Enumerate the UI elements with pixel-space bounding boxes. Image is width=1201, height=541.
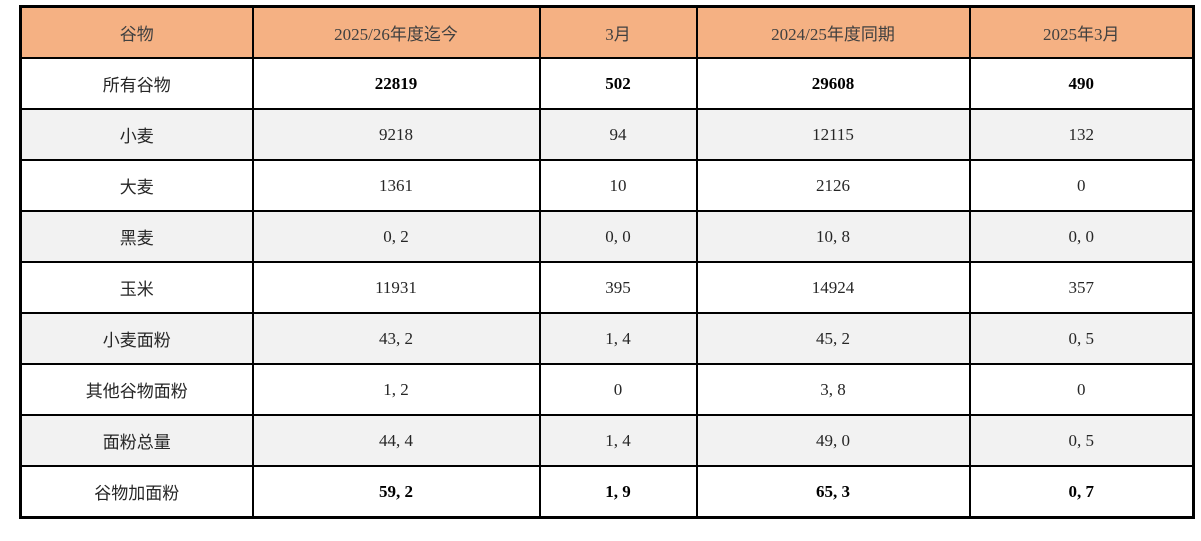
row-label: 其他谷物面粉: [19, 363, 254, 416]
value-cell: 395: [538, 261, 698, 314]
value-cell: 132: [968, 108, 1195, 161]
value-cell: 43, 2: [251, 312, 541, 365]
row-label: 玉米: [19, 261, 254, 314]
value-cell: 11931: [251, 261, 541, 314]
row-label: 黑麦: [19, 210, 254, 263]
column-header-2: 3月: [538, 5, 698, 59]
value-cell: 1, 9: [538, 465, 698, 519]
value-cell: 1361: [251, 159, 541, 212]
row-label: 面粉总量: [19, 414, 254, 467]
column-header-0: 谷物: [19, 5, 254, 59]
value-cell: 0, 2: [251, 210, 541, 263]
value-cell: 0: [968, 363, 1195, 416]
value-cell: 59, 2: [251, 465, 541, 519]
value-cell: 357: [968, 261, 1195, 314]
value-cell: 0, 5: [968, 312, 1195, 365]
value-cell: 14924: [695, 261, 971, 314]
table-row: 小麦 9218 94 12115 132: [19, 108, 1195, 161]
header-row: 谷物 2025/26年度迄今 3月 2024/25年度同期 2025年3月: [19, 5, 1195, 59]
value-cell: 49, 0: [695, 414, 971, 467]
value-cell: 0, 0: [968, 210, 1195, 263]
grain-statistics-table: 谷物 2025/26年度迄今 3月 2024/25年度同期 2025年3月 所有谷物 22…: [19, 5, 1195, 519]
value-cell: 65, 3: [695, 465, 971, 519]
value-cell: 45, 2: [695, 312, 971, 365]
column-header-1: 2025/26年度迄今: [251, 5, 541, 59]
value-cell: 3, 8: [695, 363, 971, 416]
table-row: 谷物加面粉 59, 2 1, 9 65, 3 0, 7: [19, 465, 1195, 519]
row-label: 谷物加面粉: [19, 465, 254, 519]
column-header-4: 2025年3月: [968, 5, 1195, 59]
row-label: 小麦面粉: [19, 312, 254, 365]
value-cell: 502: [538, 57, 698, 110]
value-cell: 10: [538, 159, 698, 212]
value-cell: 1, 2: [251, 363, 541, 416]
value-cell: 2126: [695, 159, 971, 212]
value-cell: 22819: [251, 57, 541, 110]
table-row: 黑麦 0, 2 0, 0 10, 8 0, 0: [19, 210, 1195, 263]
value-cell: 29608: [695, 57, 971, 110]
table-body: 所有谷物 22819 502 29608 490 小麦 9218 94 12115 132 大麦 13…: [19, 57, 1195, 519]
value-cell: 9218: [251, 108, 541, 161]
value-cell: 1, 4: [538, 414, 698, 467]
column-header-3: 2024/25年度同期: [695, 5, 971, 59]
grain-table-container: 谷物 2025/26年度迄今 3月 2024/25年度同期 2025年3月 所有谷物 22…: [19, 5, 1195, 519]
value-cell: 1, 4: [538, 312, 698, 365]
row-label: 大麦: [19, 159, 254, 212]
table-row: 大麦 1361 10 2126 0: [19, 159, 1195, 212]
value-cell: 44, 4: [251, 414, 541, 467]
value-cell: 0, 5: [968, 414, 1195, 467]
table-row: 所有谷物 22819 502 29608 490: [19, 57, 1195, 110]
table-row: 小麦面粉 43, 2 1, 4 45, 2 0, 5: [19, 312, 1195, 365]
table-row: 面粉总量 44, 4 1, 4 49, 0 0, 5: [19, 414, 1195, 467]
value-cell: 0: [538, 363, 698, 416]
value-cell: 12115: [695, 108, 971, 161]
value-cell: 490: [968, 57, 1195, 110]
row-label: 所有谷物: [19, 57, 254, 110]
value-cell: 10, 8: [695, 210, 971, 263]
table-row: 玉米 11931 395 14924 357: [19, 261, 1195, 314]
value-cell: 0: [968, 159, 1195, 212]
row-label: 小麦: [19, 108, 254, 161]
value-cell: 94: [538, 108, 698, 161]
value-cell: 0, 7: [968, 465, 1195, 519]
value-cell: 0, 0: [538, 210, 698, 263]
